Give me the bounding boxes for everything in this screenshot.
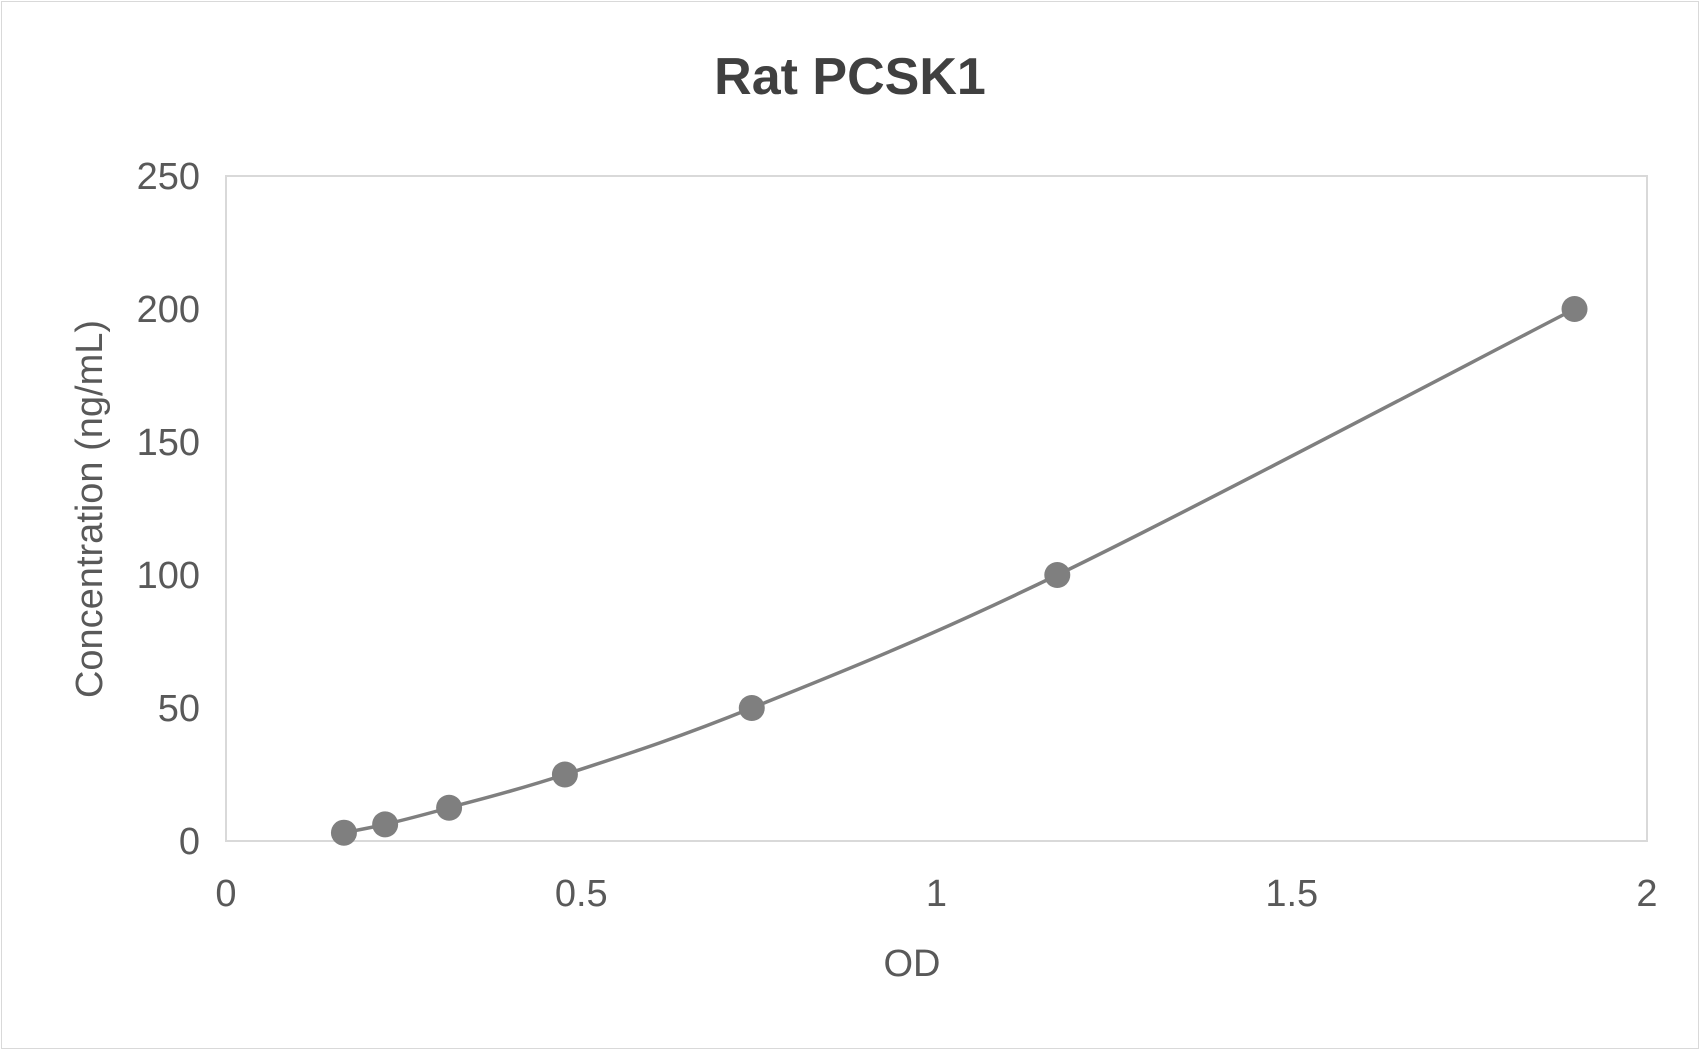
x-tick-label: 1 [926, 873, 947, 915]
data-point [551, 761, 578, 788]
y-tick-label: 200 [137, 289, 200, 331]
data-point [330, 819, 357, 846]
x-tick-label: 1.5 [1265, 873, 1318, 915]
data-point [436, 794, 463, 821]
y-tick-label: 100 [137, 555, 200, 597]
y-tick-label: 150 [137, 422, 200, 464]
plot-area [225, 175, 1648, 842]
chart-title: Rat PCSK1 [714, 48, 986, 106]
x-axis-label: OD [884, 943, 941, 985]
data-point [372, 811, 399, 838]
x-tick-label: 2 [1636, 873, 1657, 915]
x-tick-label: 0.5 [555, 873, 608, 915]
y-tick-label: 250 [137, 156, 200, 198]
y-axis-label: Concentration (ng/mL) [69, 320, 111, 698]
x-tick-label: 0 [215, 873, 236, 915]
series-line [343, 307, 1576, 835]
data-point [738, 695, 765, 721]
y-tick-label: 50 [158, 688, 200, 730]
data-point [1561, 296, 1588, 322]
y-tick-label: 0 [179, 821, 200, 863]
data-point [1044, 562, 1071, 588]
